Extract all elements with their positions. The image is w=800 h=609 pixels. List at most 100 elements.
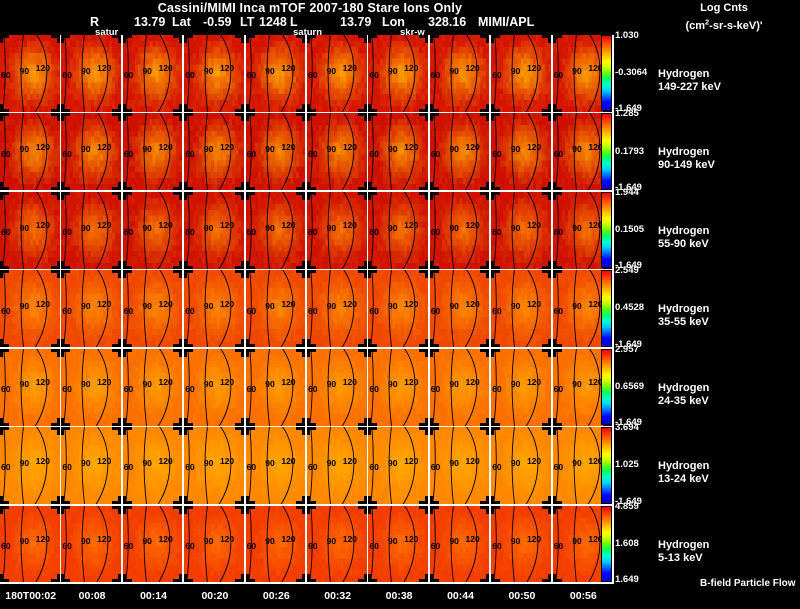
sky-map-panel[interactable]: 60 90 120 bbox=[491, 191, 551, 269]
panel-corner-tick bbox=[541, 270, 551, 274]
sky-map-panel[interactable]: 60 90 120 bbox=[122, 348, 183, 426]
panel-corner-tick bbox=[357, 500, 367, 504]
sky-map-panel[interactable]: 60 90 120 bbox=[184, 505, 244, 583]
spectrogram-row: 60 90 120 60 90 120 60 90 120 60 90 120 60 90 120 60 90 1… bbox=[0, 35, 614, 112]
contour-label-120: 120 bbox=[281, 63, 296, 74]
sky-map-panel[interactable]: 60 90 120 bbox=[491, 348, 551, 426]
contour-label-90: 90 bbox=[326, 65, 337, 76]
panel-corner-tick bbox=[418, 108, 428, 112]
sky-map-panel[interactable]: 60 90 120 bbox=[61, 113, 121, 191]
sky-map-panel[interactable]: 60 90 120 bbox=[184, 348, 244, 426]
contour-label-60: 60 bbox=[430, 540, 441, 551]
panel-corner-tick bbox=[0, 35, 3, 43]
panel-corner-tick bbox=[541, 344, 551, 348]
sky-map-panel[interactable]: 60 90 120 bbox=[491, 505, 551, 583]
sky-map-panel[interactable]: 60 90 120 bbox=[184, 113, 244, 191]
panel-corner-tick bbox=[552, 422, 562, 426]
sky-map-panel[interactable]: 60 90 120 bbox=[61, 348, 121, 426]
sky-map-panel[interactable]: 60 90 120 bbox=[307, 191, 367, 269]
sky-map-panel[interactable]: 60 90 120 bbox=[0, 113, 60, 191]
panel-corner-tick bbox=[179, 505, 183, 514]
sky-map-panel[interactable]: 60 90 120 bbox=[184, 191, 244, 269]
sky-map-panel[interactable]: 60 90 120 bbox=[429, 35, 490, 112]
contour-label-120: 120 bbox=[588, 455, 603, 466]
sky-map-panel[interactable]: 60 90 120 bbox=[0, 505, 60, 583]
sky-map-panel[interactable]: 60 90 120 bbox=[61, 427, 121, 504]
sky-map-panel[interactable]: 60 90 120 bbox=[184, 35, 244, 112]
sky-map-panel[interactable]: 60 90 120 bbox=[429, 427, 490, 504]
sky-map-panel[interactable]: 60 90 120 bbox=[368, 191, 428, 269]
sky-map-panel[interactable]: 60 90 120 bbox=[245, 427, 306, 504]
sky-map-panel[interactable]: 60 90 120 bbox=[491, 427, 551, 504]
sky-map-panel[interactable]: 60 90 120 bbox=[61, 191, 121, 269]
sky-map-panel[interactable]: 60 90 120 bbox=[368, 35, 428, 112]
sky-map-panel[interactable]: 60 90 120 bbox=[307, 427, 367, 504]
sky-map-panel[interactable]: 60 90 120 bbox=[122, 35, 183, 112]
contour-lines bbox=[184, 35, 244, 112]
sky-map-panel[interactable]: 60 90 120 bbox=[429, 348, 490, 426]
sky-map-panel[interactable]: 60 90 120 bbox=[184, 270, 244, 348]
sky-map-panel[interactable]: 60 90 120 bbox=[307, 348, 367, 426]
sky-map-panel[interactable]: 60 90 120 bbox=[429, 113, 490, 191]
panel-corner-tick bbox=[61, 348, 65, 357]
sky-map-panel[interactable]: 60 90 120 bbox=[122, 505, 183, 583]
contour-label-120: 120 bbox=[158, 63, 173, 74]
sky-map-panel[interactable]: 60 90 120 bbox=[122, 270, 183, 348]
contour-label-60: 60 bbox=[62, 305, 72, 316]
sky-map-panel[interactable]: 60 90 120 bbox=[245, 270, 306, 348]
sky-map-panel[interactable]: 60 90 120 bbox=[245, 191, 306, 269]
sky-map-panel[interactable]: 60 90 120 bbox=[429, 270, 490, 348]
sky-map-panel[interactable]: 60 90 120 bbox=[307, 270, 367, 348]
panel-corner-tick bbox=[368, 270, 372, 279]
spectrogram-row: 60 90 120 60 90 120 60 90 120 60 90 120 60 90 120 60 90 1… bbox=[0, 505, 614, 583]
sky-map-panel[interactable]: 60 90 120 bbox=[245, 35, 306, 112]
sky-map-panel[interactable]: 60 90 120 bbox=[429, 191, 490, 269]
panel-corner-tick bbox=[307, 265, 316, 269]
sky-map-panel[interactable]: 60 90 120 bbox=[491, 113, 551, 191]
time-tick-label: 00:38 bbox=[385, 590, 413, 602]
sky-map-panel[interactable]: 60 90 120 bbox=[429, 505, 490, 583]
panel-corner-tick bbox=[61, 505, 71, 509]
sky-map-panel[interactable]: 60 90 120 bbox=[368, 270, 428, 348]
sky-map-panel[interactable]: 60 90 120 bbox=[368, 505, 428, 583]
panel-corner-tick bbox=[307, 348, 310, 357]
sky-map-panel[interactable]: 60 90 120 bbox=[245, 348, 306, 426]
contour-label-90: 90 bbox=[203, 222, 214, 233]
panel-corner-tick bbox=[429, 422, 439, 426]
sky-map-panel[interactable]: 60 90 120 bbox=[122, 113, 183, 191]
sky-map-panel[interactable]: 60 90 120 bbox=[307, 35, 367, 112]
sky-map-panel[interactable]: 60 90 120 bbox=[245, 113, 306, 191]
contour-label-60: 60 bbox=[62, 70, 72, 81]
time-tick-label: 00:14 bbox=[140, 590, 167, 602]
sky-map-panel[interactable]: 60 90 120 bbox=[61, 35, 121, 112]
panel-corner-tick bbox=[368, 505, 372, 514]
sky-map-panel[interactable]: 60 90 120 bbox=[307, 505, 367, 583]
sky-map-panel[interactable]: 60 90 120 bbox=[0, 348, 60, 426]
sky-map-panel[interactable]: 60 90 120 bbox=[491, 35, 551, 112]
panel-corner-tick bbox=[240, 427, 244, 436]
panel-corner-tick bbox=[357, 505, 367, 509]
sky-map-panel[interactable]: 60 90 120 bbox=[368, 113, 428, 191]
sky-map-pixels bbox=[307, 348, 367, 426]
sky-map-panel[interactable]: 60 90 120 bbox=[61, 505, 121, 583]
sky-map-panel[interactable]: 60 90 120 bbox=[307, 113, 367, 191]
sky-map-panel[interactable]: 60 90 120 bbox=[122, 427, 183, 504]
sky-map-panel[interactable]: 60 90 120 bbox=[122, 191, 183, 269]
sky-map-panel[interactable]: 60 90 120 bbox=[0, 35, 60, 112]
sky-map-panel[interactable]: 60 90 120 bbox=[0, 191, 60, 269]
sky-map-panel[interactable]: 60 90 120 bbox=[245, 505, 306, 583]
sky-map-panel[interactable]: 60 90 120 bbox=[184, 427, 244, 504]
contour-lines bbox=[553, 427, 613, 504]
panel-corner-tick bbox=[302, 417, 306, 426]
sky-map-panel[interactable]: 60 90 120 bbox=[61, 270, 121, 348]
panel-corner-tick bbox=[245, 260, 249, 269]
sky-map-panel[interactable]: 60 90 120 bbox=[491, 270, 551, 348]
sky-map-pixels bbox=[61, 505, 121, 583]
panel-corner-tick bbox=[0, 348, 9, 352]
sky-map-panel[interactable]: 60 90 120 bbox=[368, 427, 428, 504]
sky-map-panel[interactable]: 60 90 120 bbox=[368, 348, 428, 426]
contour-label-120: 120 bbox=[219, 377, 235, 388]
sky-map-panel[interactable]: 60 90 120 bbox=[0, 270, 60, 348]
sky-map-panel[interactable]: 60 90 120 bbox=[0, 427, 60, 504]
panel-corner-tick bbox=[418, 348, 428, 352]
